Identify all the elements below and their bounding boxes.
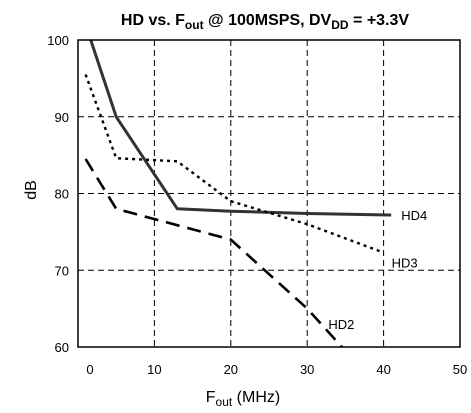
y-tick-label: 70: [55, 263, 69, 278]
series-label-hd3: HD3: [392, 256, 418, 271]
plot-frame: [77, 39, 461, 348]
y-tick-label: 60: [55, 340, 69, 355]
series-labels: HD4 HD3 HD2: [328, 208, 427, 332]
x-tick-label: 40: [376, 362, 390, 377]
tick-labels: 0 10 20 30 40 50 60 70 80 90 100: [47, 33, 467, 377]
y-axis-title: dB: [23, 180, 40, 200]
y-tick-label: 80: [55, 187, 69, 202]
x-tick-label: 10: [147, 362, 161, 377]
series-line-hd4: [89, 40, 392, 217]
x-tick-label: 50: [453, 362, 467, 377]
y-tick-label: 90: [55, 110, 69, 125]
series-line-hd2: [84, 158, 344, 347]
y-tick-label: 100: [47, 33, 69, 48]
x-axis-title: Fout (MHz): [206, 389, 280, 409]
series-line-hd3: [84, 74, 385, 254]
series-label-hd4: HD4: [401, 208, 427, 223]
x-tick-label: 30: [300, 362, 314, 377]
series-lines: [84, 40, 392, 347]
x-tick-label: 0: [86, 362, 93, 377]
x-tick-label: 20: [224, 362, 238, 377]
chart-title: HD vs. Fout @ 100MSPS, DVDD = +3.3V: [121, 12, 409, 32]
grid-lines: [78, 40, 460, 347]
series-label-hd2: HD2: [328, 317, 354, 332]
